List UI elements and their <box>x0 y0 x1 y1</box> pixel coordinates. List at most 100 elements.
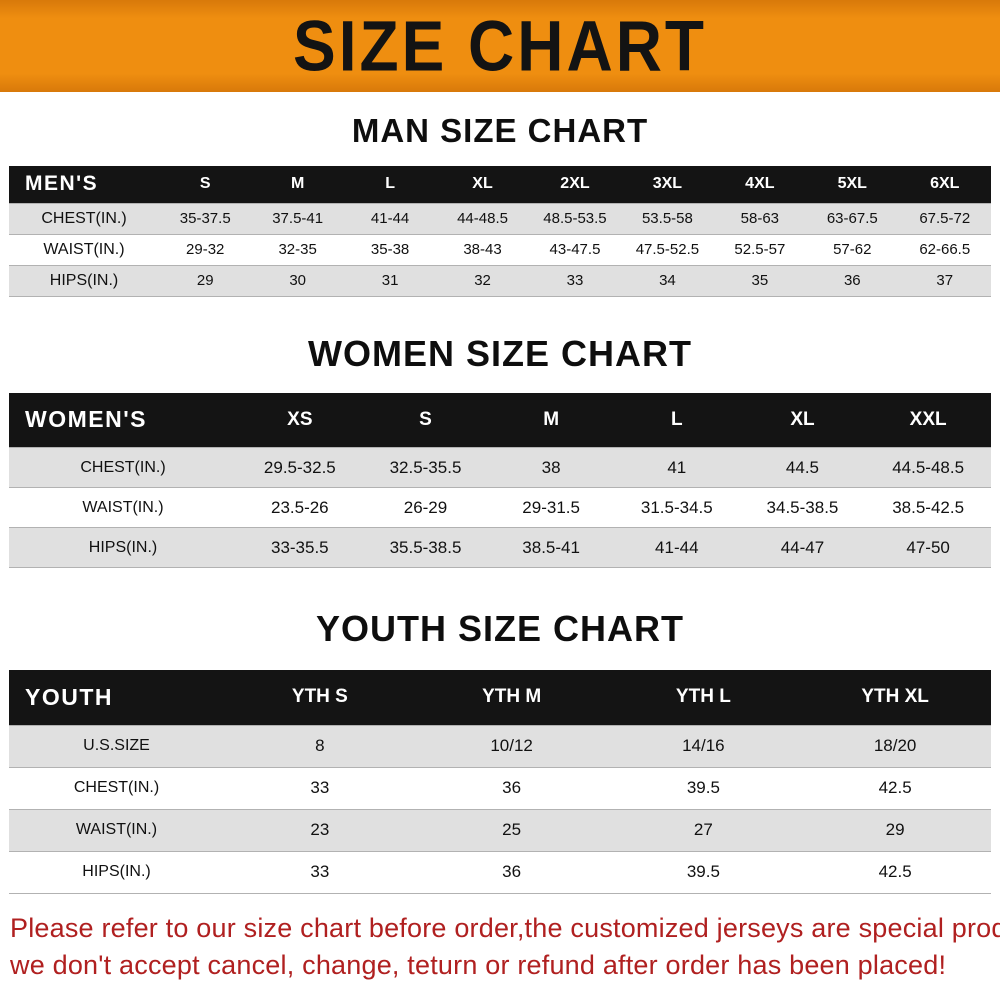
size-cell: 29 <box>799 808 991 851</box>
table-row: U.S.SIZE 8 10/12 14/16 18/20 <box>9 724 991 767</box>
size-cell: 10/12 <box>415 724 608 767</box>
column-header: XXL <box>865 392 991 448</box>
size-cell: 44.5-48.5 <box>865 447 991 488</box>
table-row: CHEST(IN.) 35-37.5 37.5-41 41-44 44-48.5 48.5… <box>9 202 991 234</box>
column-header: S <box>159 166 252 203</box>
banner-title: SIZE CHART <box>293 5 707 87</box>
size-cell: 18/20 <box>799 724 991 767</box>
table-corner-label: WOMEN'S <box>9 392 237 448</box>
mens-size-table: MEN'S S M L XL 2XL 3XL 4XL 5XL 6XL CHEST(IN.) 35-37… <box>9 166 991 297</box>
size-cell: 62-66.5 <box>898 233 991 265</box>
column-header: S <box>362 392 489 448</box>
size-cell: 35-38 <box>343 233 437 265</box>
size-cell: 58-63 <box>713 202 807 234</box>
size-cell: 42.5 <box>799 766 991 809</box>
size-cell: 33-35.5 <box>237 527 363 568</box>
size-chart-banner: SIZE CHART <box>0 0 1000 92</box>
size-cell: 35-37.5 <box>159 202 252 234</box>
size-cell: 23.5-26 <box>237 487 363 528</box>
size-cell: 31 <box>343 264 437 297</box>
size-cell: 32 <box>436 264 529 297</box>
size-cell: 44-47 <box>739 527 866 568</box>
size-cell: 44.5 <box>739 447 866 488</box>
column-header: 3XL <box>621 166 714 203</box>
row-label: CHEST(IN.) <box>9 202 159 234</box>
row-label: U.S.SIZE <box>9 724 224 767</box>
footer-note: Please refer to our size chart before or… <box>10 910 1000 984</box>
table-row: HIPS(IN.) 29 30 31 32 33 34 35 36 37 <box>9 264 991 297</box>
size-cell: 8 <box>224 724 416 767</box>
size-cell: 35 <box>713 264 807 297</box>
size-cell: 42.5 <box>799 850 991 894</box>
size-cell: 41-44 <box>613 527 740 568</box>
size-cell: 29 <box>159 264 252 297</box>
table-row: WAIST(IN.) 23.5-26 26-29 29-31.5 31.5-34.5 34… <box>9 487 991 528</box>
size-cell: 33 <box>528 264 622 297</box>
size-cell: 33 <box>224 766 416 809</box>
size-cell: 27 <box>607 808 800 851</box>
size-cell: 57-62 <box>806 233 899 265</box>
size-cell: 29-31.5 <box>488 487 614 528</box>
size-cell: 36 <box>415 766 608 809</box>
column-header: 4XL <box>713 166 807 203</box>
table-row: WAIST(IN.) 29-32 32-35 35-38 38-43 43-47.5 47.… <box>9 233 991 265</box>
man-size-chart-heading: MAN SIZE CHART <box>351 112 649 149</box>
size-cell: 63-67.5 <box>806 202 899 234</box>
size-cell: 38.5-42.5 <box>865 487 991 528</box>
size-cell: 35.5-38.5 <box>362 527 489 568</box>
size-cell: 41-44 <box>343 202 437 234</box>
youth-size-table: YOUTH YTH S YTH M YTH L YTH XL U.S.SIZE 8 10/12… <box>9 670 991 894</box>
row-label: CHEST(IN.) <box>9 766 224 809</box>
size-cell: 23 <box>224 808 416 851</box>
size-cell: 39.5 <box>607 766 800 809</box>
row-label: CHEST(IN.) <box>9 447 237 488</box>
youth-size-chart-heading: YOUTH SIZE CHART <box>315 608 684 649</box>
women-size-chart-heading: WOMEN SIZE CHART <box>308 332 692 374</box>
size-cell: 32-35 <box>251 233 344 265</box>
column-header: XL <box>739 392 866 448</box>
size-cell: 36 <box>415 850 608 894</box>
womens-size-table: WOMEN'S XS S M L XL XXL CHEST(IN.) 29.5-32.5 32.5… <box>9 392 991 568</box>
size-cell: 37 <box>898 264 991 297</box>
size-cell: 26-29 <box>362 487 489 528</box>
size-cell: 39.5 <box>607 850 800 894</box>
row-label: HIPS(IN.) <box>9 264 159 297</box>
size-cell: 31.5-34.5 <box>613 487 740 528</box>
size-cell: 47-50 <box>865 527 991 568</box>
column-header: XS <box>237 392 363 448</box>
size-cell: 48.5-53.5 <box>528 202 622 234</box>
column-header: YTH S <box>224 670 416 725</box>
row-label: WAIST(IN.) <box>9 233 159 265</box>
size-cell: 29.5-32.5 <box>237 447 363 488</box>
size-cell: 34 <box>621 264 714 297</box>
table-row: CHEST(IN.) 29.5-32.5 32.5-35.5 38 41 44.5 44.5… <box>9 447 991 488</box>
table-row: HIPS(IN.) 33-35.5 35.5-38.5 38.5-41 41-44 44-… <box>9 527 991 568</box>
column-header: M <box>251 166 344 203</box>
column-header: 5XL <box>806 166 899 203</box>
footer-note-line2: we don't accept cancel, change, teturn o… <box>10 949 947 980</box>
table-header-row: WOMEN'S XS S M L XL XXL <box>9 392 991 448</box>
column-header: YTH XL <box>799 670 991 725</box>
size-cell: 47.5-52.5 <box>621 233 714 265</box>
size-cell: 25 <box>415 808 608 851</box>
column-header: 2XL <box>528 166 622 203</box>
table-header-row: MEN'S S M L XL 2XL 3XL 4XL 5XL 6XL <box>9 166 991 203</box>
column-header: L <box>343 166 437 203</box>
table-row: CHEST(IN.) 33 36 39.5 42.5 <box>9 766 991 809</box>
size-cell: 52.5-57 <box>713 233 807 265</box>
size-cell: 34.5-38.5 <box>739 487 866 528</box>
column-header: YTH L <box>607 670 800 725</box>
column-header: L <box>613 392 740 448</box>
table-row: WAIST(IN.) 23 25 27 29 <box>9 808 991 851</box>
table-corner-label: YOUTH <box>9 670 224 725</box>
size-cell: 32.5-35.5 <box>362 447 489 488</box>
row-label: WAIST(IN.) <box>9 808 224 851</box>
row-label: WAIST(IN.) <box>9 487 237 528</box>
size-cell: 14/16 <box>607 724 800 767</box>
size-cell: 36 <box>806 264 899 297</box>
table-corner-label: MEN'S <box>9 166 159 203</box>
row-label: HIPS(IN.) <box>9 850 224 894</box>
column-header: M <box>488 392 614 448</box>
size-cell: 33 <box>224 850 416 894</box>
size-cell: 67.5-72 <box>898 202 991 234</box>
